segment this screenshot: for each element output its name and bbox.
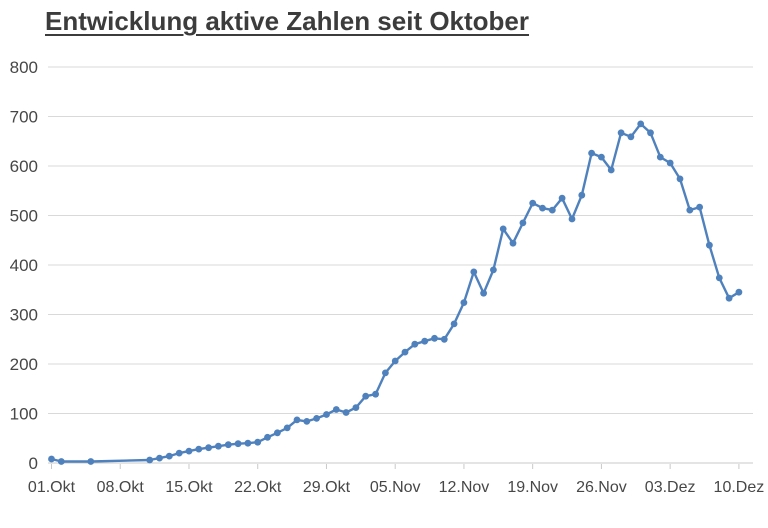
x-tick-label: 29.Okt (303, 479, 351, 496)
data-point-marker (627, 133, 635, 141)
data-point-marker (588, 149, 595, 157)
data-point-marker (706, 241, 713, 249)
data-point-marker (470, 268, 478, 276)
data-point-marker (293, 416, 301, 424)
data-point-marker (568, 215, 576, 223)
data-point-marker (686, 206, 694, 214)
data-point-marker (519, 219, 527, 227)
data-point-marker (607, 166, 615, 174)
data-point-marker (725, 294, 733, 302)
data-point-marker (185, 447, 193, 455)
y-tick-label: 300 (10, 306, 38, 325)
data-point-marker (735, 288, 743, 296)
data-point-marker (431, 334, 438, 342)
y-tick-label: 100 (10, 405, 38, 424)
data-point-marker (362, 392, 370, 400)
data-point-marker (195, 445, 203, 453)
y-tick-label: 600 (10, 157, 38, 176)
x-tick-label: 08.Okt (97, 479, 145, 496)
x-tick-label: 01.Okt (28, 479, 76, 496)
data-point-marker (313, 415, 320, 422)
data-point-marker (323, 411, 330, 418)
data-point-marker (460, 299, 468, 306)
data-point-marker (647, 129, 654, 137)
data-point-marker (254, 438, 262, 446)
data-point-marker (715, 274, 723, 282)
data-point-marker (450, 320, 458, 328)
y-tick-label: 200 (10, 355, 38, 374)
data-point-marker (274, 429, 281, 437)
y-tick-label: 400 (10, 256, 38, 275)
x-tick-label: 26.Nov (576, 479, 627, 496)
data-point-marker (342, 409, 350, 416)
data-point-marker (539, 204, 546, 212)
data-point-marker (372, 390, 379, 398)
data-point-marker (421, 337, 429, 345)
data-point-marker (352, 404, 360, 411)
data-point-marker (637, 120, 645, 128)
x-axis: 01.Okt 08.Okt 15.Okt 22.Okt 29.Okt 05.Nov 12.N… (28, 464, 764, 496)
data-point-marker (156, 454, 163, 462)
data-point-marker (490, 266, 497, 274)
data-point-marker (696, 203, 703, 211)
data-point-marker (440, 335, 448, 343)
x-tick-label: 19.Nov (507, 479, 558, 496)
chart-title: Entwicklung aktive Zahlen seit Oktober (45, 6, 530, 36)
data-series (48, 120, 743, 465)
data-point-marker (283, 424, 291, 432)
x-tick-label: 15.Okt (165, 479, 213, 496)
data-point-marker (548, 206, 556, 214)
data-point-marker (578, 191, 586, 199)
data-point-marker (382, 369, 389, 377)
data-point-marker (666, 159, 674, 167)
data-point-marker (480, 289, 487, 297)
data-point-marker (205, 444, 213, 452)
data-point-marker (87, 458, 95, 465)
data-point-marker (499, 225, 507, 233)
data-point-marker (244, 439, 252, 447)
data-point-marker (332, 406, 340, 413)
y-tick-label: 0 (29, 454, 38, 473)
data-point-marker (598, 153, 605, 161)
y-tick-label: 500 (10, 207, 38, 226)
x-tick-label: 05.Nov (370, 479, 421, 496)
data-point-marker (411, 340, 419, 348)
data-point-marker (529, 199, 537, 207)
data-point-marker (558, 194, 566, 202)
data-point-marker (401, 348, 409, 356)
data-point-marker (224, 441, 232, 449)
x-tick-label: 10.Dez (714, 479, 765, 496)
y-gridlines (48, 66, 753, 464)
data-point-marker (303, 418, 311, 425)
data-point-marker (215, 442, 222, 450)
data-point-marker (656, 153, 664, 161)
data-point-marker (57, 458, 65, 465)
data-point-marker (165, 452, 173, 460)
x-tick-label: 12.Nov (439, 479, 490, 496)
series-line (50, 122, 741, 463)
data-point-marker (234, 440, 242, 448)
x-tick-label: 22.Okt (234, 479, 282, 496)
y-tick-label: 800 (10, 58, 38, 77)
data-point-marker (48, 455, 55, 463)
data-point-marker (146, 456, 154, 464)
data-point-marker (175, 449, 183, 457)
data-point-marker (676, 175, 684, 183)
data-point-marker (264, 433, 271, 441)
y-tick-label: 700 (10, 108, 38, 127)
data-point-marker (391, 357, 399, 365)
data-point-marker (509, 239, 517, 247)
data-point-marker (617, 129, 625, 137)
x-tick-label: 03.Dez (645, 479, 696, 496)
y-axis: 0 100 200 300 400 500 600 700 800 (10, 58, 38, 473)
